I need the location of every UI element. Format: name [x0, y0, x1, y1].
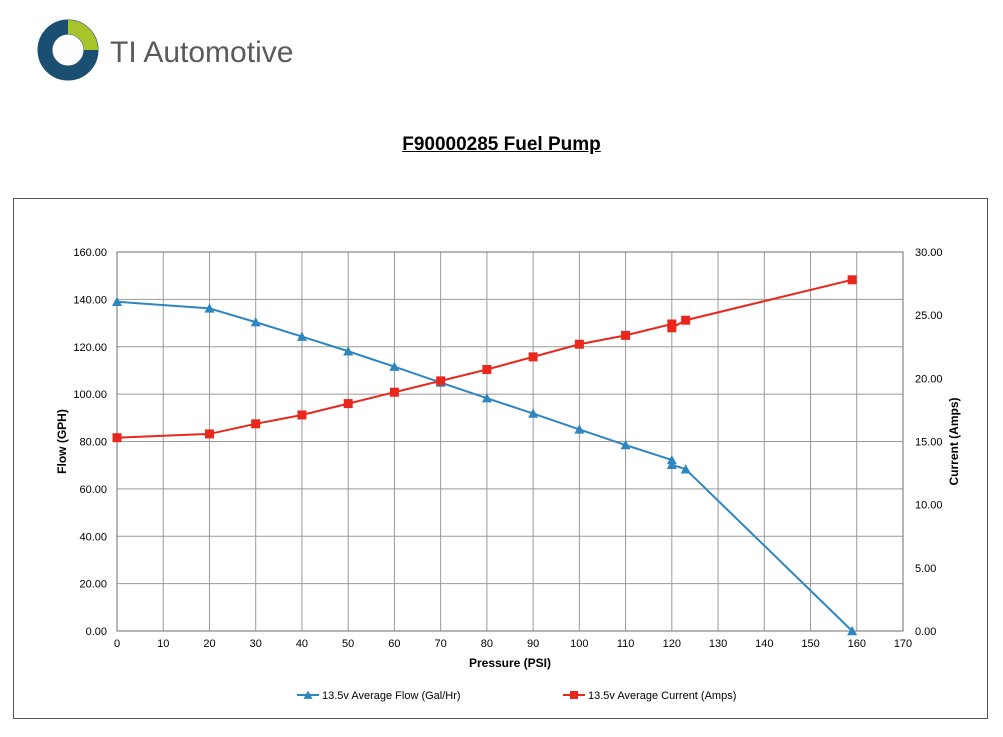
- flow-data-point: [680, 464, 691, 474]
- current-data-point: [847, 275, 857, 285]
- flow-data-point: [389, 361, 400, 371]
- current-data-point: [436, 376, 446, 386]
- flow-data-point: [666, 454, 677, 465]
- y2-tick-label: 5.00: [915, 563, 936, 575]
- chart-title: F90000285 Fuel Pump: [402, 134, 601, 155]
- x-tick-label: 60: [388, 638, 400, 650]
- x-tick-label: 110: [617, 638, 635, 650]
- x-tick-label: 150: [801, 638, 819, 650]
- flow-data-point: [666, 459, 677, 469]
- y2-tick-label: 25.00: [915, 310, 943, 322]
- grid-layer: [116, 251, 904, 632]
- flow-data-point: [343, 346, 354, 356]
- current-data-point: [297, 410, 307, 420]
- y-tick-label: 40.00: [79, 531, 107, 543]
- flow-data-point: [296, 331, 307, 341]
- flow-data-point: [204, 303, 215, 313]
- current-data-point: [343, 399, 353, 409]
- y2-tick-label: 30.00: [915, 247, 943, 259]
- chart-frame: [13, 198, 988, 719]
- y-tick-label: 20.00: [79, 579, 107, 591]
- x-tick-label: 70: [435, 638, 447, 650]
- current-data-point: [528, 352, 538, 362]
- current-data-point: [112, 433, 122, 443]
- logo-accent-icon: [68, 20, 98, 50]
- x-tick-label: 120: [663, 638, 681, 650]
- current-data-point: [574, 339, 584, 349]
- y-tick-label: 140.00: [73, 294, 107, 306]
- x-axis-title: Pressure (PSI): [469, 656, 551, 670]
- y-tick-label: 100.00: [73, 389, 107, 401]
- x-tick-label: 30: [250, 638, 262, 650]
- x-tick-label: 140: [755, 638, 773, 650]
- flow-data-point: [620, 440, 631, 450]
- flow-data-point: [574, 424, 585, 434]
- current-data-point: [204, 429, 214, 439]
- x-tick-label: 100: [570, 638, 588, 650]
- y2-tick-label: 10.00: [915, 500, 943, 512]
- x-tick-label: 40: [296, 638, 308, 650]
- x-tick-label: 170: [894, 638, 912, 650]
- current-series-line: [116, 278, 853, 439]
- y2-axis-title: Current (Amps): [947, 397, 961, 485]
- y-tick-label: 160.00: [73, 247, 107, 259]
- flow-data-point: [528, 408, 539, 418]
- legend-flow-label: 13.5v Average Flow (Gal/Hr): [322, 690, 461, 702]
- y-tick-label: 80.00: [79, 437, 107, 449]
- legend: 13.5v Average Flow (Gal/Hr) 13.5v Average…: [297, 690, 736, 702]
- x-tick-label: 10: [157, 638, 169, 650]
- flow-data-point: [112, 296, 122, 306]
- current-data-point: [667, 323, 677, 333]
- y-tick-label: 60.00: [79, 484, 107, 496]
- x-tick-label: 80: [481, 638, 493, 650]
- x-tick-label: 20: [203, 638, 215, 650]
- x-tick-label: 90: [527, 638, 539, 650]
- current-data-point: [621, 330, 631, 340]
- y-tick-label: 0.00: [86, 626, 107, 638]
- current-data-point: [251, 419, 261, 429]
- flow-series-line: [116, 300, 853, 632]
- y2-tick-label: 15.00: [915, 437, 943, 449]
- ti-automotive-logo: TI Automotive: [37, 19, 293, 81]
- legend-flow-marker: [303, 690, 313, 699]
- flow-data-point: [481, 393, 492, 403]
- legend-current-label: 13.5v Average Current (Amps): [588, 690, 736, 702]
- y2-tick-label: 0.00: [915, 626, 936, 638]
- legend-current-marker: [570, 691, 578, 699]
- flow-data-point: [250, 317, 261, 327]
- series-layer: [112, 275, 858, 636]
- y-tick-label: 120.00: [73, 342, 107, 354]
- x-tick-label: 50: [342, 638, 354, 650]
- tick-layer: 0 10 20 30 40 50 60 70 80 90 100 110 120 130 140 150 160…: [73, 247, 942, 650]
- y2-tick-label: 20.00: [915, 373, 943, 385]
- x-tick-label: 160: [848, 638, 866, 650]
- current-data-point: [389, 387, 399, 397]
- y-axis-title: Flow (GPH): [55, 409, 69, 474]
- current-data-point: [681, 315, 691, 325]
- x-tick-label: 130: [709, 638, 727, 650]
- current-data-point: [482, 364, 492, 374]
- flow-data-point: [847, 626, 858, 636]
- logo-wordmark: TI Automotive: [110, 36, 293, 69]
- x-tick-label: 0: [114, 638, 120, 650]
